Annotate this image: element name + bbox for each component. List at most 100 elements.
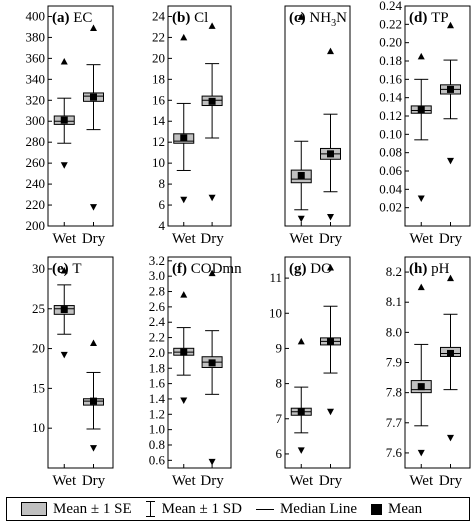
y-tick-label: 280 bbox=[26, 134, 46, 149]
max-marker bbox=[90, 339, 97, 346]
x-category-label: Wet bbox=[409, 473, 434, 489]
mean-marker bbox=[417, 106, 425, 114]
max-marker bbox=[447, 274, 454, 282]
y-tick-label: 20 bbox=[152, 50, 165, 65]
x-category-label: Wet bbox=[289, 473, 314, 489]
y-tick-label: 22 bbox=[152, 29, 165, 44]
panel-label: (b) bbox=[172, 10, 194, 26]
max-marker bbox=[208, 22, 216, 29]
max-marker bbox=[417, 283, 425, 291]
y-tick-label: 0.14 bbox=[379, 90, 402, 105]
y-tick-label: 0.16 bbox=[379, 71, 402, 86]
y-tick-label: 260 bbox=[26, 155, 46, 170]
panel-title: (c) NH3N bbox=[289, 10, 347, 29]
y-tick-label: 3.0 bbox=[149, 268, 165, 283]
mean-marker bbox=[447, 85, 454, 93]
y-tick-label: 16 bbox=[152, 92, 166, 107]
y-tick-label: 8.0 bbox=[386, 324, 402, 339]
legend-item-median: Median Line bbox=[255, 500, 358, 518]
min-marker bbox=[327, 213, 334, 221]
y-tick-label: 10 bbox=[152, 155, 165, 170]
y-tick-label: 2.6 bbox=[149, 299, 166, 314]
y-tick-label: 24 bbox=[152, 8, 166, 23]
panel-frame bbox=[284, 5, 351, 227]
y-tick-label: 360 bbox=[26, 50, 46, 65]
y-tick-label: 1.0 bbox=[149, 422, 165, 437]
y-tick-label: 0.20 bbox=[379, 35, 402, 50]
y-tick-label: 8 bbox=[276, 376, 283, 391]
y-tick-label: 14 bbox=[152, 113, 166, 128]
panel-title-subscript: 3 bbox=[331, 18, 336, 29]
mean-marker bbox=[180, 348, 188, 356]
y-tick-label: 0.18 bbox=[379, 53, 402, 68]
max-marker bbox=[60, 58, 68, 65]
y-tick-label: 6 bbox=[276, 446, 283, 461]
panel-title: (h) pH bbox=[409, 261, 450, 277]
y-tick-label: 1.6 bbox=[149, 376, 166, 391]
y-tick-label: 0.04 bbox=[379, 181, 402, 196]
y-tick-label: 0.22 bbox=[379, 16, 402, 31]
y-tick-label: 0.10 bbox=[379, 126, 402, 141]
y-tick-label: 1.4 bbox=[149, 391, 166, 406]
mean-marker bbox=[60, 306, 68, 314]
min-marker bbox=[90, 204, 97, 211]
min-marker bbox=[60, 351, 68, 359]
panel-label: (e) bbox=[52, 261, 72, 277]
x-category-label: Dry bbox=[82, 473, 106, 489]
y-tick-label: 8.2 bbox=[386, 264, 402, 279]
mean-marker bbox=[208, 359, 216, 367]
y-tick-label: 0.12 bbox=[379, 108, 402, 123]
y-tick-label: 10 bbox=[269, 305, 282, 320]
y-tick-label: 25 bbox=[32, 301, 45, 316]
y-tick-label: 0.02 bbox=[379, 200, 402, 215]
panel-title-text: N bbox=[336, 10, 347, 26]
panel-frame bbox=[47, 256, 114, 469]
panel-title-text: NH bbox=[309, 10, 331, 26]
y-tick-label: 0.06 bbox=[379, 163, 402, 178]
panel-label: (h) bbox=[409, 261, 431, 277]
legend-se-swatch bbox=[21, 502, 47, 516]
panel-title: (b) Cl bbox=[172, 10, 208, 26]
x-category-label: Dry bbox=[439, 473, 463, 489]
y-tick-label: 300 bbox=[26, 113, 46, 128]
x-category-label: Wet bbox=[172, 473, 197, 489]
panel-title-text: DO bbox=[310, 261, 332, 277]
y-tick-label: 7.9 bbox=[386, 355, 402, 370]
panel-label: (a) bbox=[52, 10, 73, 26]
min-marker bbox=[60, 162, 68, 169]
x-category-label: Dry bbox=[439, 231, 463, 247]
y-tick-label: 0.8 bbox=[149, 437, 165, 452]
min-marker bbox=[417, 449, 425, 457]
legend-mean-label: Mean bbox=[388, 500, 423, 517]
panel-title: (f) CODmn bbox=[172, 261, 242, 277]
y-tick-label: 4 bbox=[159, 218, 166, 233]
x-category-label: Dry bbox=[82, 231, 106, 247]
panel-frame bbox=[404, 5, 471, 227]
y-tick-label: 7.8 bbox=[386, 385, 402, 400]
y-tick-label: 400 bbox=[26, 8, 46, 23]
y-tick-label: 2.4 bbox=[149, 314, 166, 329]
legend-median-label: Median Line bbox=[279, 500, 358, 517]
mean-marker bbox=[327, 337, 334, 345]
x-category-label: Wet bbox=[52, 231, 77, 247]
y-tick-label: 11 bbox=[269, 270, 282, 285]
mean-marker bbox=[90, 397, 97, 405]
panel-title-text: CODmn bbox=[191, 261, 242, 277]
panel-label: (g) bbox=[289, 261, 310, 277]
panel-frame bbox=[404, 256, 471, 469]
y-tick-label: 2.2 bbox=[149, 330, 165, 345]
max-marker bbox=[208, 269, 216, 277]
max-marker bbox=[60, 267, 68, 274]
panel-title-text: pH bbox=[431, 261, 450, 277]
x-category-label: Wet bbox=[409, 231, 434, 247]
mean-marker bbox=[297, 408, 305, 416]
min-marker bbox=[327, 408, 334, 416]
y-tick-label: 8 bbox=[159, 176, 166, 191]
min-marker bbox=[447, 157, 454, 165]
legend-median-line-icon bbox=[255, 508, 274, 510]
max-marker bbox=[90, 24, 97, 31]
y-tick-label: 7 bbox=[276, 411, 283, 426]
min-marker bbox=[90, 445, 97, 452]
min-marker bbox=[180, 196, 188, 204]
x-category-label: Dry bbox=[200, 473, 224, 489]
